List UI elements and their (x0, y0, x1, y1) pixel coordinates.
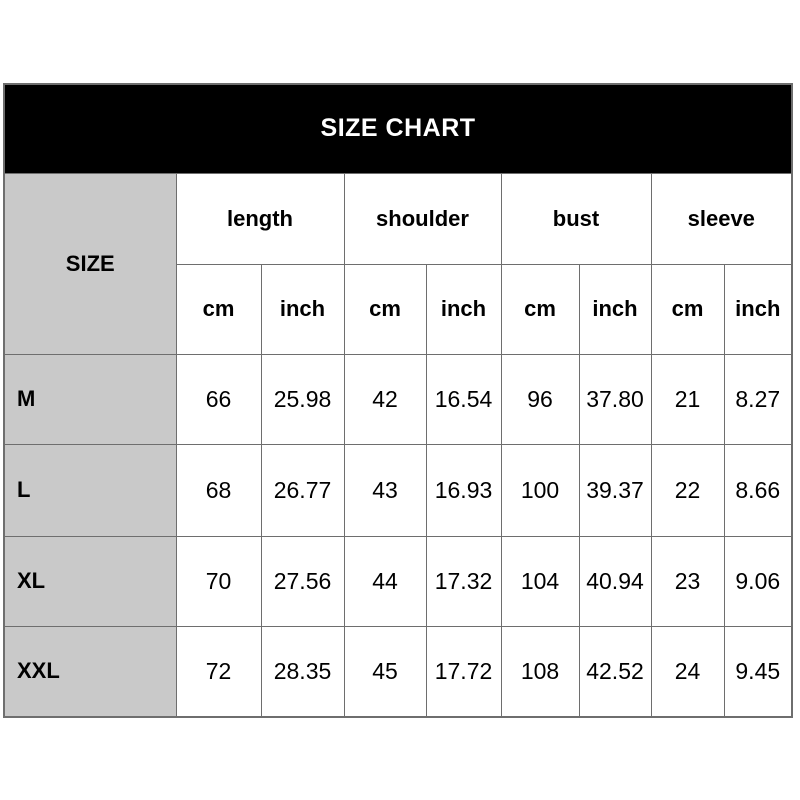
measurement-cell: 43 (343, 443, 427, 537)
measurement-cell: 16.54 (425, 353, 502, 445)
size-label: XXL (3, 625, 177, 718)
unit-header-cell: cm (343, 263, 427, 355)
group-header-sleeve: sleeve (650, 172, 793, 265)
unit-header-cell: cm (500, 263, 580, 355)
measurement-cell: 23 (650, 535, 725, 627)
measurement-cell: 39.37 (578, 443, 652, 537)
page-title: SIZE CHART (3, 83, 793, 174)
measurement-cell: 22 (650, 443, 725, 537)
measurement-cell: 24 (650, 625, 725, 718)
measurement-cell: 26.77 (260, 443, 345, 537)
title-row: SIZE CHART (3, 83, 793, 174)
measurement-cell: 16.93 (425, 443, 502, 537)
group-header-length: length (175, 172, 345, 265)
measurement-cell: 37.80 (578, 353, 652, 445)
measurement-cell: 8.27 (723, 353, 793, 445)
group-header-bust: bust (500, 172, 652, 265)
measurement-cell: 45 (343, 625, 427, 718)
measurement-cell: 72 (175, 625, 262, 718)
measurement-cell: 96 (500, 353, 580, 445)
measurement-cell: 70 (175, 535, 262, 627)
measurement-cell: 27.56 (260, 535, 345, 627)
table-row-m: M 66 25.98 42 16.54 96 37.80 21 8.27 (3, 353, 793, 445)
measurement-cell: 21 (650, 353, 725, 445)
measurement-cell: 25.98 (260, 353, 345, 445)
size-chart-table: SIZE CHART SIZE length shoulder bust sle… (3, 83, 794, 718)
measurement-cell: 42 (343, 353, 427, 445)
size-label: XL (3, 535, 177, 627)
measurement-cell: 17.72 (425, 625, 502, 718)
size-label: L (3, 443, 177, 537)
group-header-row: SIZE length shoulder bust sleeve (3, 172, 793, 355)
measurement-cell: 104 (500, 535, 580, 627)
table-row-l: L 68 26.77 43 16.93 100 39.37 22 8.66 (3, 443, 793, 537)
measurement-cell: 17.32 (425, 535, 502, 627)
unit-header-cell: cm (175, 263, 262, 355)
table-row-xxl: XXL 72 28.35 45 17.72 108 42.52 24 9.45 (3, 625, 793, 718)
unit-header-cell: inch (260, 263, 345, 355)
measurement-cell: 68 (175, 443, 262, 537)
measurement-cell: 42.52 (578, 625, 652, 718)
measurement-cell: 100 (500, 443, 580, 537)
unit-header-cell: inch (425, 263, 502, 355)
measurement-cell: 9.06 (723, 535, 793, 627)
measurement-cell: 28.35 (260, 625, 345, 718)
measurement-cell: 40.94 (578, 535, 652, 627)
unit-header-cell: inch (578, 263, 652, 355)
unit-header-cell: cm (650, 263, 725, 355)
group-header-shoulder: shoulder (343, 172, 502, 265)
measurement-cell: 8.66 (723, 443, 793, 537)
measurement-cell: 9.45 (723, 625, 793, 718)
unit-header-row: cm inch cm inch cm inch cm inch (4, 263, 793, 355)
size-corner-header: SIZE (3, 172, 177, 355)
unit-header-cell: inch (723, 263, 793, 355)
measurement-cell: 44 (343, 535, 427, 627)
measurement-cell: 66 (175, 353, 262, 445)
size-label: M (3, 353, 177, 445)
measurement-cell: 108 (500, 625, 580, 718)
table-row-xl: XL 70 27.56 44 17.32 104 40.94 23 9.06 (3, 535, 793, 627)
